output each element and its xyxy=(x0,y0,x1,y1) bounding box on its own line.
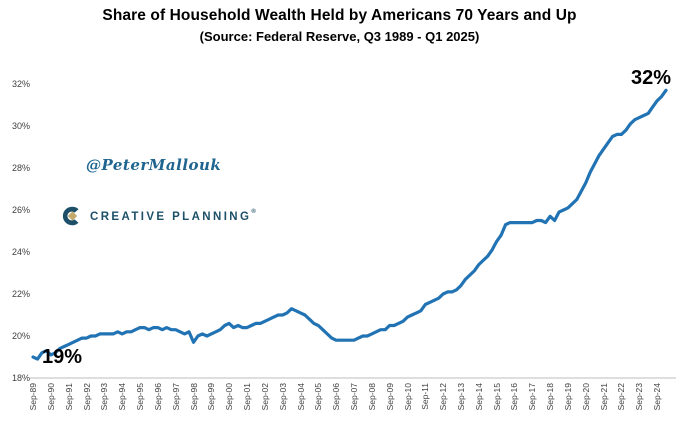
y-tick-label: 20% xyxy=(11,330,30,341)
x-tick-label: Sep-91 xyxy=(63,383,74,411)
x-tick-label: Sep-99 xyxy=(206,383,217,411)
x-tick-label: Sep-95 xyxy=(135,383,145,411)
x-tick-label: Sep-97 xyxy=(170,383,181,411)
x-tick-label: Sep-01 xyxy=(242,383,252,411)
x-tick-label: Sep-18 xyxy=(545,383,556,411)
y-tick-label: 26% xyxy=(11,204,30,215)
x-tick-label: Sep-05 xyxy=(313,383,324,411)
start-value-label: 19% xyxy=(42,346,83,368)
x-tick-label: Sep-14 xyxy=(473,383,484,411)
x-tick-label: Sep-11 xyxy=(420,383,431,410)
x-tick-label: Sep-16 xyxy=(509,383,520,411)
y-tick-label: 32% xyxy=(11,78,30,89)
x-tick-label: Sep-92 xyxy=(81,383,92,411)
y-tick-label: 30% xyxy=(11,120,30,131)
x-tick-label: Sep-21 xyxy=(598,383,609,411)
x-tick-label: Sep-02 xyxy=(259,383,270,411)
x-tick-label: Sep-12 xyxy=(438,383,449,411)
x-tick-label: Sep-96 xyxy=(152,383,163,411)
x-tick-label: Sep-00 xyxy=(224,383,235,411)
x-tick-label: Sep-04 xyxy=(295,383,306,411)
x-tick-label: Sep-90 xyxy=(45,383,56,411)
y-tick-label: 24% xyxy=(11,246,30,257)
x-tick-label: Sep-13 xyxy=(455,383,466,411)
x-tick-label: Sep-17 xyxy=(527,383,538,411)
x-tick-label: Sep-06 xyxy=(331,383,342,411)
wealth-line xyxy=(31,88,668,361)
y-tick-label: 22% xyxy=(11,288,30,299)
x-tick-label: Sep-20 xyxy=(580,383,591,411)
x-tick-label: Sep-08 xyxy=(366,383,377,411)
x-tick-label: Sep-89 xyxy=(28,383,38,411)
chart-subtitle: (Source: Federal Reserve, Q3 1989 - Q1 2… xyxy=(199,29,480,44)
creative-planning-wordmark: CREATIVE PLANNING® xyxy=(90,209,256,223)
chart-title: Share of Household Wealth Held by Americ… xyxy=(102,7,577,24)
x-tick-label: Sep-07 xyxy=(349,383,359,411)
x-tick-label: Sep-19 xyxy=(562,383,573,411)
x-tick-label: Sep-94 xyxy=(117,383,128,411)
x-tick-label: Sep-22 xyxy=(616,383,627,411)
x-tick-label: Sep-93 xyxy=(99,383,110,411)
x-tick-label: Sep-03 xyxy=(277,383,288,411)
x-tick-label: Sep-24 xyxy=(652,383,663,411)
x-tick-label: Sep-09 xyxy=(384,383,395,411)
x-tick-label: Sep-98 xyxy=(188,383,199,411)
trademark-symbol: ® xyxy=(251,209,256,215)
x-tick-label: Sep-23 xyxy=(634,383,645,411)
creative-planning-c-icon xyxy=(62,206,79,226)
y-tick-label: 28% xyxy=(11,162,30,173)
x-tick-label: Sep-15 xyxy=(491,383,502,411)
creative-planning-logo: CREATIVE PLANNING® xyxy=(59,204,256,228)
x-tick-label: Sep-10 xyxy=(402,383,413,411)
y-tick-label: 18% xyxy=(11,372,30,383)
twitter-handle-watermark: @PeterMallouk xyxy=(86,156,222,174)
end-value-label: 32% xyxy=(631,67,672,89)
